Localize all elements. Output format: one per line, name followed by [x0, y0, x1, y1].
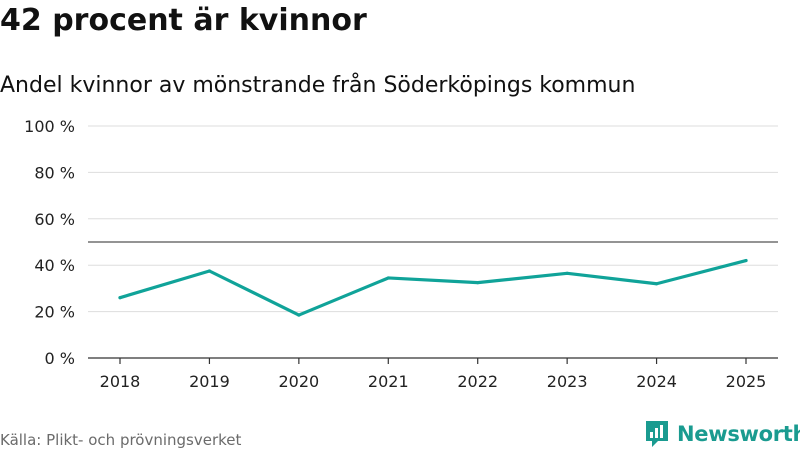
brand-name: Newsworthy: [677, 422, 800, 446]
data-point: [476, 281, 480, 285]
x-tick-label: 2025: [726, 372, 767, 391]
series-layer: [118, 258, 748, 317]
x-tick-label: 2021: [368, 372, 409, 391]
x-tick-label: 2022: [457, 372, 498, 391]
y-tick-label: 60 %: [34, 210, 75, 229]
series-line: [118, 258, 748, 317]
data-point: [297, 313, 301, 317]
data-point: [565, 271, 569, 275]
y-tick-label: 40 %: [34, 256, 75, 275]
y-tick-label: 0 %: [45, 349, 75, 368]
data-point: [654, 282, 659, 286]
x-tick-label: 2023: [547, 372, 588, 391]
data-point: [386, 276, 390, 280]
newsworthy-logo-icon: [646, 421, 668, 447]
data-point: [744, 258, 748, 263]
data-point: [207, 269, 212, 273]
x-tick-label: 2024: [636, 372, 677, 391]
chart-subtitle: Andel kvinnor av mönstrande från Söderkö…: [0, 73, 636, 98]
source-note: Källa: Plikt- och prövningsverket: [0, 431, 242, 449]
x-tick-label: 2018: [100, 372, 141, 391]
y-tick-label: 100 %: [24, 117, 75, 136]
x-tick-label: 2020: [278, 372, 319, 391]
x-axis: [88, 357, 778, 364]
gridlines: [88, 125, 778, 313]
data-point: [118, 296, 122, 300]
chart-title: 42 procent är kvinnor: [0, 3, 367, 38]
line-chart: 0 % 20 % 40 % 60 % 80 % 100 % 2018 2019 2020 2021…: [24, 117, 778, 391]
y-tick-label: 20 %: [34, 303, 75, 322]
y-tick-label: 80 %: [34, 163, 75, 182]
tick-labels: 0 % 20 % 40 % 60 % 80 % 100 % 2018 2019 2020 2021…: [24, 117, 766, 391]
x-tick-label: 2019: [189, 372, 230, 391]
brand: Newsworthy: [644, 418, 800, 450]
